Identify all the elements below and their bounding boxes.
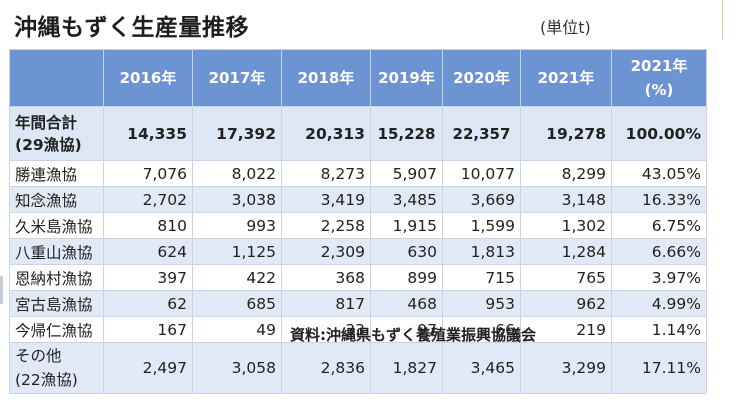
row-label: 宮古島漁協 <box>9 290 104 317</box>
table-cell: 3.97% <box>611 264 707 291</box>
table-cell: 62 <box>103 290 193 317</box>
table-cell: 49 <box>192 316 282 343</box>
table-cell: 97 <box>370 316 443 343</box>
table-cell: 1,284 <box>520 238 612 265</box>
table-cell: 397 <box>103 264 193 291</box>
row-label: その他 (22漁協) <box>9 342 104 394</box>
table-cell: 20,313 <box>281 106 371 161</box>
table-cell: 2,309 <box>281 238 371 265</box>
table-cell: 7,076 <box>103 160 193 187</box>
table-cell: 1,915 <box>370 212 443 239</box>
table-cell: 422 <box>192 264 282 291</box>
table-cell: 368 <box>281 264 371 291</box>
column-header: 2021年 <box>520 49 612 107</box>
header-row: 2016年 2017年 2018年 2019年 2020年 2021年 2021年 (%) <box>9 49 707 107</box>
table-cell: 6.75% <box>611 212 707 239</box>
table-row: 恩納村漁協 397 422 368 899 715 765 3.97% <box>9 264 707 291</box>
table-cell: 3,669 <box>442 186 521 213</box>
table-cell: 10,077 <box>442 160 521 187</box>
table-cell: 1,599 <box>442 212 521 239</box>
divider <box>0 276 3 304</box>
table-cell: 3,465 <box>442 342 521 394</box>
table-cell: 17,392 <box>192 106 282 161</box>
table-cell: 685 <box>192 290 282 317</box>
table-cell: 962 <box>520 290 612 317</box>
table-row: 久米島漁協 810 993 2,258 1,915 1,599 1,302 6.75% <box>9 212 707 239</box>
table-cell: 2,702 <box>103 186 193 213</box>
table-row: 宮古島漁協 62 685 817 468 953 962 4.99% <box>9 290 707 317</box>
table-cell: 66 <box>442 316 521 343</box>
table-cell: 167 <box>103 316 193 343</box>
table-row: 勝連漁協 7,076 8,022 8,273 5,907 10,077 8,299 43.05… <box>9 160 707 187</box>
table-cell: 899 <box>370 264 443 291</box>
table-cell: 953 <box>442 290 521 317</box>
table-cell: 817 <box>281 290 371 317</box>
table-cell: 2,497 <box>103 342 193 394</box>
row-label: 久米島漁協 <box>9 212 104 239</box>
table-row: 知念漁協 2,702 3,038 3,419 3,485 3,669 3,148 16.33% <box>9 186 707 213</box>
table-cell: 3,038 <box>192 186 282 213</box>
table-cell: 5,907 <box>370 160 443 187</box>
table-cell: 22,357 <box>442 106 521 161</box>
table-cell: 3,148 <box>520 186 612 213</box>
table-cell: 15,228 <box>370 106 443 161</box>
table-cell: 219 <box>520 316 612 343</box>
table-cell: 1,125 <box>192 238 282 265</box>
table-cell: 1,813 <box>442 238 521 265</box>
table-cell: 14,335 <box>103 106 193 161</box>
table-cell: 3,058 <box>192 342 282 394</box>
table-cell: 1,827 <box>370 342 443 394</box>
row-label: 恩納村漁協 <box>9 264 104 291</box>
unit-label: (単位t) <box>540 18 591 37</box>
table-cell: 468 <box>370 290 443 317</box>
table-cell: 3,299 <box>520 342 612 394</box>
column-header: 2019年 <box>370 49 443 107</box>
table-cell: 4.99% <box>611 290 707 317</box>
table-cell: 6.66% <box>611 238 707 265</box>
table-row: 今帰仁漁協 167 49 33 97 66 219 1.14% <box>9 316 707 343</box>
table-cell: 8,022 <box>192 160 282 187</box>
table-cell: 2,258 <box>281 212 371 239</box>
table-cell: 3,485 <box>370 186 443 213</box>
column-header: 2017年 <box>192 49 282 107</box>
row-label: 知念漁協 <box>9 186 104 213</box>
table-cell: 100.00% <box>611 106 707 161</box>
row-label: 八重山漁協 <box>9 238 104 265</box>
column-header: 2018年 <box>281 49 371 107</box>
table-cell: 43.05% <box>611 160 707 187</box>
table-row: その他 (22漁協) 2,497 3,058 2,836 1,827 3,465 3,299 1… <box>9 342 707 394</box>
table-cell: 33 <box>281 316 371 343</box>
table-row: 八重山漁協 624 1,125 2,309 630 1,813 1,284 6.66% <box>9 238 707 265</box>
table-body: 2016年 2017年 2018年 2019年 2020年 2021年 2021年 (%) 年間… <box>9 49 707 394</box>
table-cell: 19,278 <box>520 106 612 161</box>
total-row: 年間合計 (29漁協) 14,335 17,392 20,313 15,228 22,357… <box>9 106 707 161</box>
column-header: 2021年 (%) <box>611 49 707 107</box>
table-cell: 715 <box>442 264 521 291</box>
table-cell: 16.33% <box>611 186 707 213</box>
table-cell: 630 <box>370 238 443 265</box>
table-cell: 3,419 <box>281 186 371 213</box>
table-cell: 624 <box>103 238 193 265</box>
column-header: 2016年 <box>103 49 193 107</box>
row-label: 年間合計 (29漁協) <box>9 106 104 161</box>
source-note: 資料:沖縄県もずく養殖業振興協議会 <box>290 326 537 344</box>
corner-header <box>9 49 104 107</box>
table-cell: 2,836 <box>281 342 371 394</box>
page-title: 沖縄もずく生産量推移 <box>14 15 249 41</box>
production-table: 2016年 2017年 2018年 2019年 2020年 2021年 2021年 (%) 年間… <box>9 49 707 394</box>
table-cell: 17.11% <box>611 342 707 394</box>
row-label: 勝連漁協 <box>9 160 104 187</box>
table-cell: 1,302 <box>520 212 612 239</box>
row-label: 今帰仁漁協 <box>9 316 104 343</box>
table-cell: 1.14% <box>611 316 707 343</box>
column-header: 2020年 <box>442 49 521 107</box>
table-cell: 8,299 <box>520 160 612 187</box>
divider <box>722 0 723 40</box>
table-cell: 8,273 <box>281 160 371 187</box>
table-cell: 993 <box>192 212 282 239</box>
table-cell: 810 <box>103 212 193 239</box>
table-cell: 765 <box>520 264 612 291</box>
